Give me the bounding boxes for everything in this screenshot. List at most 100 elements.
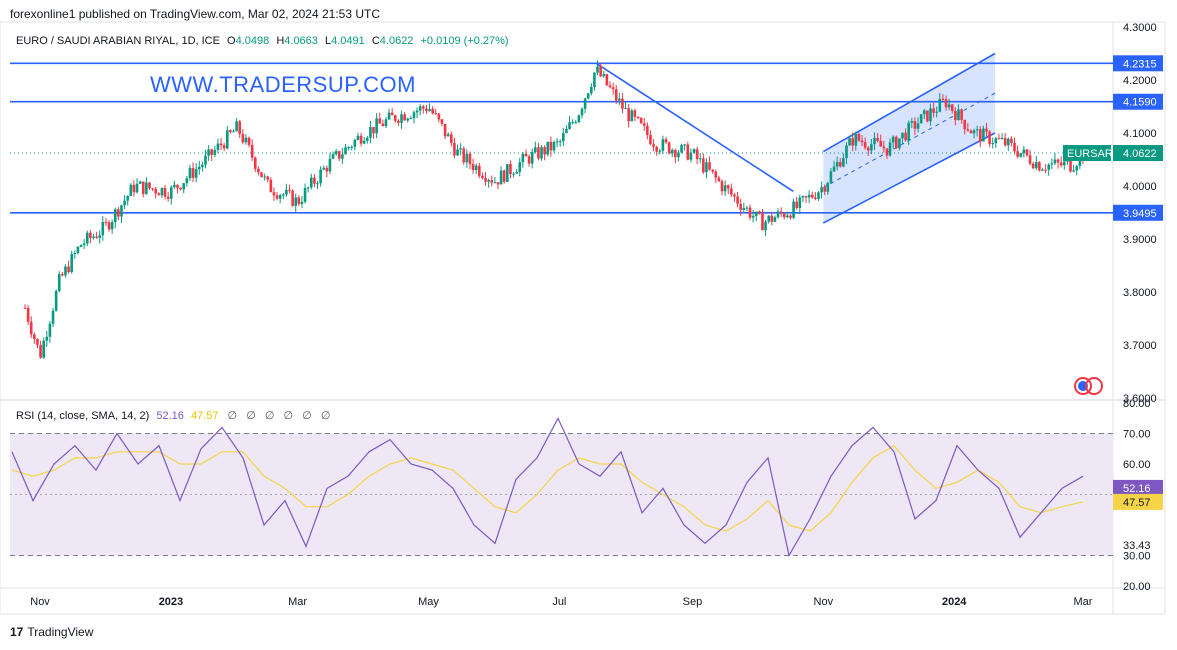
candle-body xyxy=(686,144,690,160)
candle-body xyxy=(546,141,550,155)
candle-body xyxy=(929,108,932,122)
candle-body xyxy=(782,213,786,218)
candle-body xyxy=(1044,169,1047,171)
candle-body xyxy=(387,112,391,120)
candle-body xyxy=(605,74,609,86)
candle-body xyxy=(67,266,70,273)
candle-body xyxy=(1047,164,1051,170)
candle-body xyxy=(176,184,179,188)
candle-body xyxy=(736,196,739,204)
candle-body xyxy=(1062,161,1066,166)
symbol-tag-label: EURSAR xyxy=(1067,148,1113,160)
candle-body xyxy=(761,213,764,231)
candle-body xyxy=(537,147,540,159)
candle-body xyxy=(375,118,378,134)
candle-body xyxy=(135,183,139,193)
candle-body xyxy=(586,93,590,99)
candle-body xyxy=(801,196,805,198)
candle-body xyxy=(534,147,537,153)
time-tick-label: 2024 xyxy=(942,596,967,608)
candle-body xyxy=(851,138,855,146)
candle-body xyxy=(698,158,702,160)
candle-body xyxy=(425,108,428,112)
tradingview-logo[interactable]: 17 TradingView xyxy=(10,625,93,639)
low-label: L xyxy=(324,35,332,47)
rsi-sma-value: 47.57 xyxy=(190,410,219,422)
candle-body xyxy=(611,87,615,90)
candle-body xyxy=(845,145,848,158)
candle-body xyxy=(842,157,845,167)
candle-body xyxy=(406,118,410,121)
candle-body xyxy=(129,184,133,197)
candle-body xyxy=(795,201,798,208)
candle-body xyxy=(499,170,503,185)
candle-body xyxy=(39,344,42,358)
candle-body xyxy=(798,197,802,208)
candle-body xyxy=(748,207,752,218)
price-tick-label: 4.2000 xyxy=(1123,75,1157,87)
candle-body xyxy=(294,197,298,206)
candle-body xyxy=(253,157,257,169)
candle-body xyxy=(991,143,995,145)
candle-body xyxy=(530,152,534,164)
candle-body xyxy=(758,211,761,214)
level-price-label: 4.2315 xyxy=(1123,58,1157,70)
candle-body xyxy=(926,110,929,122)
candle-body xyxy=(110,222,114,230)
candle-body xyxy=(804,196,808,198)
candle-body xyxy=(257,168,260,173)
candle-body xyxy=(1072,170,1075,172)
candle-body xyxy=(201,164,204,167)
candle-body xyxy=(636,116,640,118)
candle-body xyxy=(549,141,553,151)
candle-body xyxy=(779,211,783,214)
candle-body xyxy=(674,149,677,158)
candle-body xyxy=(163,188,167,197)
candle-body xyxy=(692,149,696,153)
candle-body xyxy=(145,182,148,194)
candle-body xyxy=(857,133,861,141)
candle-body xyxy=(213,149,217,155)
candle-body xyxy=(873,137,876,145)
candle-body xyxy=(527,156,531,164)
candle-body xyxy=(216,143,220,150)
rsi-current-value: 52.16 xyxy=(156,410,184,422)
candle-body xyxy=(555,141,559,143)
watermark-text: WWW.TRADERSUP.COM xyxy=(150,72,416,97)
candle-body xyxy=(667,142,671,154)
candle-body xyxy=(275,195,279,199)
candle-body xyxy=(898,138,901,149)
candle-body xyxy=(786,215,789,218)
candle-body xyxy=(1022,149,1026,154)
candle-body xyxy=(300,201,304,204)
time-tick-label: Jul xyxy=(552,596,566,608)
price-tick-label: 4.1000 xyxy=(1123,128,1157,140)
candle-body xyxy=(229,130,232,133)
candle-body xyxy=(33,334,36,339)
candle-body xyxy=(29,321,33,335)
candle-body xyxy=(325,167,329,172)
candle-body xyxy=(658,150,662,152)
candle-body xyxy=(194,169,198,178)
rsi-tick-label: 33.43 xyxy=(1123,540,1151,552)
candle-body xyxy=(319,169,322,184)
candle-body xyxy=(683,144,686,146)
candle-body xyxy=(107,222,111,230)
candle-body xyxy=(422,106,425,109)
candle-body xyxy=(57,274,61,292)
candle-body xyxy=(322,167,326,170)
candle-body xyxy=(459,148,462,150)
candle-body xyxy=(742,208,746,210)
candle-body xyxy=(506,164,509,182)
candle-body xyxy=(204,155,207,165)
candle-body xyxy=(160,188,164,196)
rsi-tick-label: 80.00 xyxy=(1123,398,1151,410)
candle-body xyxy=(73,253,77,255)
candle-body xyxy=(1031,163,1035,169)
candle-body xyxy=(602,74,606,77)
candle-body xyxy=(599,66,602,77)
candle-body xyxy=(1013,142,1016,152)
candle-body xyxy=(166,196,170,199)
candle-body xyxy=(1010,138,1013,143)
